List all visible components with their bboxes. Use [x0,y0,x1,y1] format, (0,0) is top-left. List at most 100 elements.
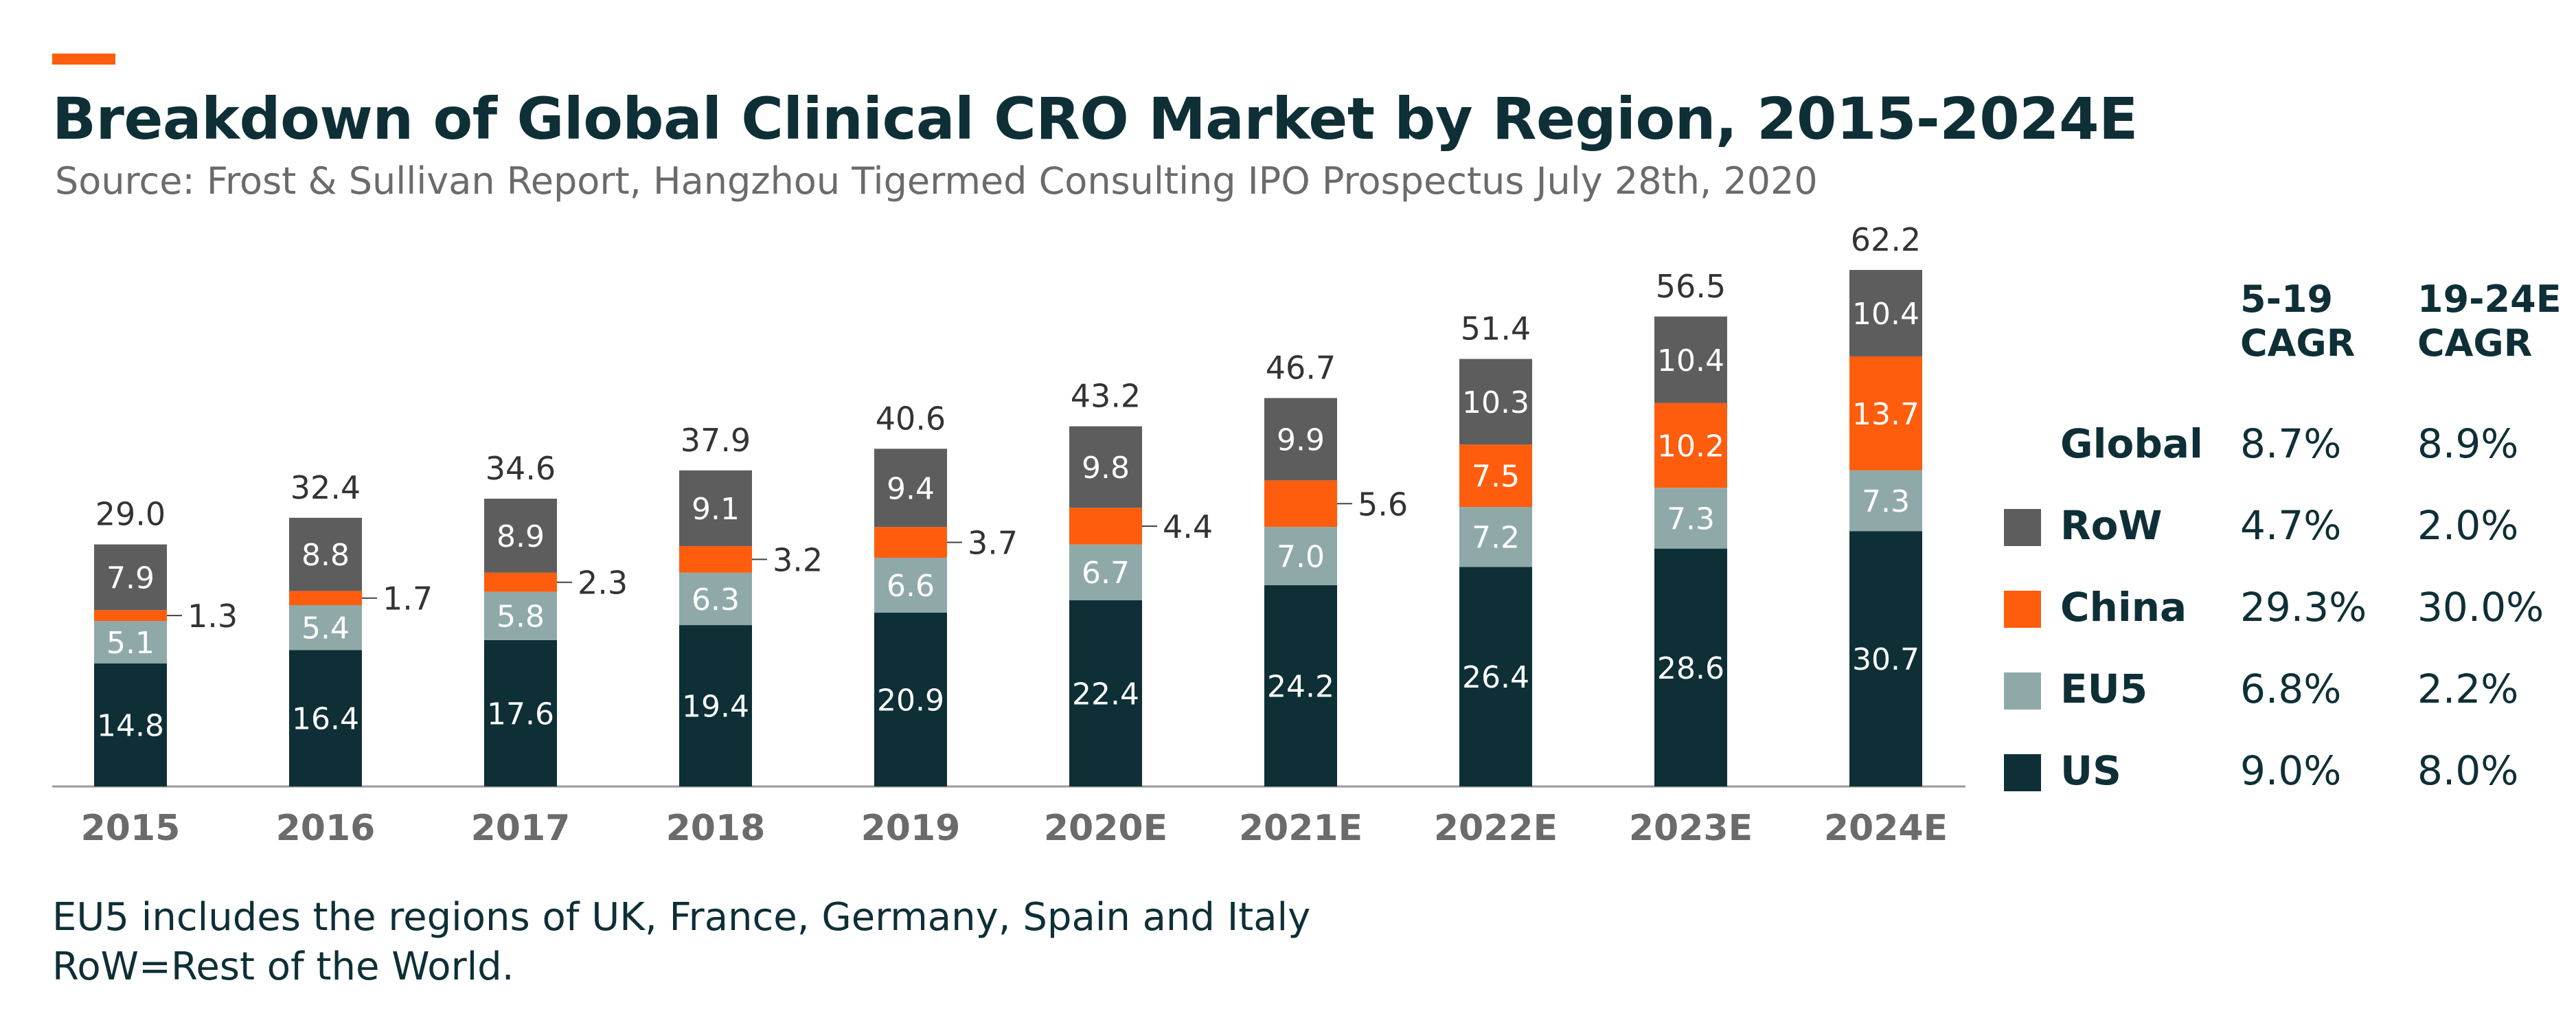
bar-eu5-2021E [1264,527,1337,585]
data-label-row-2023E: 10.4 [1657,343,1724,378]
bar-eu5-2024E [1849,470,1922,532]
bar-us-2016 [289,650,362,786]
data-label-eu5-2017: 5.8 [497,600,545,635]
chart-source: Source: Frost & Sullivan Report, Hangzho… [55,159,1818,203]
bar-us-2017 [484,639,557,786]
data-label-eu5-2021E: 7.0 [1277,540,1325,575]
x-tick-label-2020E: 2020E [1044,808,1167,849]
cagr-19-24e-eu5: 2.2% [2417,666,2519,712]
cagr-19-24e-us: 8.0% [2417,747,2519,794]
cagr-19-24e-global: 8.9% [2417,420,2519,467]
bar-eu5-2015 [94,621,167,664]
bar-row-2016 [289,517,362,591]
data-label-eu5-2023E: 7.3 [1667,501,1715,536]
cagr-header-19-24e-line1: 19-24E [2417,277,2562,321]
bar-china-2018 [679,546,752,573]
bar-china-2021E [1264,480,1337,528]
bar-eu5-2022E [1459,507,1532,567]
data-label-eu5-2019: 6.6 [887,569,935,604]
data-label-china-2017: 2.3 [578,565,628,602]
bar-row-2017 [484,498,557,573]
footnotes: EU5 includes the regions of UK, France, … [52,893,1310,992]
bar-us-2020E [1069,600,1142,786]
bar-china-2015 [94,610,167,622]
bar-row-2024E [1849,269,1922,356]
data-label-china-2021E: 5.6 [1358,486,1408,523]
bar-row-2015 [94,544,167,611]
bar-row-2021E [1264,398,1337,481]
bar-row-2023E [1654,316,1727,403]
bar-us-2021E [1264,585,1337,786]
data-label-china-2015: 1.3 [187,598,238,635]
bar-eu5-2019 [874,557,947,613]
bar-row-2018 [679,470,752,547]
data-label-china-2023E: 10.2 [1657,429,1724,464]
bar-eu5-2023E [1654,488,1727,549]
cagr-19-24e-china: 30.0% [2417,584,2544,631]
bar-us-2015 [94,663,167,786]
data-label-us-2019: 20.9 [877,683,944,718]
cagr-15-19-china: 29.3% [2240,584,2367,631]
bar-us-2024E [1849,531,1922,786]
bar-china-2024E [1849,356,1922,471]
legend-swatch-eu5 [2004,672,2041,710]
data-label-china-2019: 3.7 [968,525,1018,562]
x-tick-label-2016: 2016 [276,808,376,849]
cagr-region-eu5: EU5 [2060,666,2148,712]
cagr-header-15-19: 5-19 CAGR [2240,277,2355,365]
data-label-eu5-2020E: 6.7 [1082,556,1130,591]
total-label-2017: 34.6 [486,450,556,487]
data-label-china-2024E: 13.7 [1852,397,1919,432]
x-tick-label-2024E: 2024E [1824,808,1948,849]
bar-eu5-2017 [484,591,557,640]
data-label-eu5-2018: 6.3 [692,582,740,618]
bar-eu5-2018 [679,572,752,626]
bar-eu5-2016 [289,605,362,650]
bar-row-2022E [1459,359,1532,445]
data-label-row-2016: 8.8 [301,538,350,573]
stacked-bar-chart: 14.8 5.1 1.3 7.9 29.0 2015 16.4 5.4 1.7 8.8 32.4 20… [52,221,1965,849]
bar-row-2020E [1069,426,1142,508]
bar-us-2022E [1459,567,1532,786]
bar-china-2023E [1654,403,1727,488]
cagr-19-24e-row: 2.0% [2417,502,2519,549]
total-label-2023E: 56.5 [1656,268,1726,305]
cagr-region-row: RoW [2060,502,2163,549]
x-tick-label-2015: 2015 [81,808,181,849]
total-label-2018: 37.9 [681,422,751,459]
data-label-us-2015: 14.8 [97,708,164,743]
legend-swatch-us [2004,754,2041,791]
x-tick-label-2018: 2018 [666,808,766,849]
data-label-us-2017: 17.6 [487,696,554,732]
data-label-china-2018: 3.2 [773,541,823,578]
data-label-eu5-2024E: 7.3 [1862,484,1910,519]
legend-swatch-china [2004,591,2041,628]
x-tick-label-2021E: 2021E [1239,808,1363,849]
data-label-us-2024E: 30.7 [1852,642,1919,677]
bar-china-2019 [874,527,947,558]
bar-eu5-2020E [1069,544,1142,600]
data-label-eu5-2015: 5.1 [106,626,155,661]
total-label-2020E: 43.2 [1071,378,1141,415]
data-label-row-2022E: 10.3 [1462,385,1529,420]
x-tick-label-2023E: 2023E [1629,808,1753,849]
footnote-row: RoW=Rest of the World. [52,944,514,989]
cagr-region-us: US [2060,747,2121,794]
bar-us-2018 [679,625,752,786]
bar-us-2023E [1654,548,1727,786]
data-label-row-2017: 8.9 [497,519,545,554]
cagr-header-15-19-line1: 5-19 [2240,277,2334,321]
data-label-us-2023E: 28.6 [1657,651,1724,686]
bar-china-2016 [289,591,362,606]
data-label-us-2020E: 22.4 [1072,677,1139,712]
x-tick-label-2019: 2019 [861,808,961,849]
cagr-region-global: Global [2060,420,2203,467]
bar-us-2019 [874,612,947,786]
data-label-row-2024E: 10.4 [1852,297,1919,332]
cagr-15-19-global: 8.7% [2240,420,2342,467]
data-label-row-2018: 9.1 [692,492,740,527]
data-label-us-2016: 16.4 [292,702,359,737]
cagr-15-19-row: 4.7% [2240,502,2342,549]
total-label-2024E: 62.2 [1851,221,1921,258]
total-label-2021E: 46.7 [1266,349,1336,386]
